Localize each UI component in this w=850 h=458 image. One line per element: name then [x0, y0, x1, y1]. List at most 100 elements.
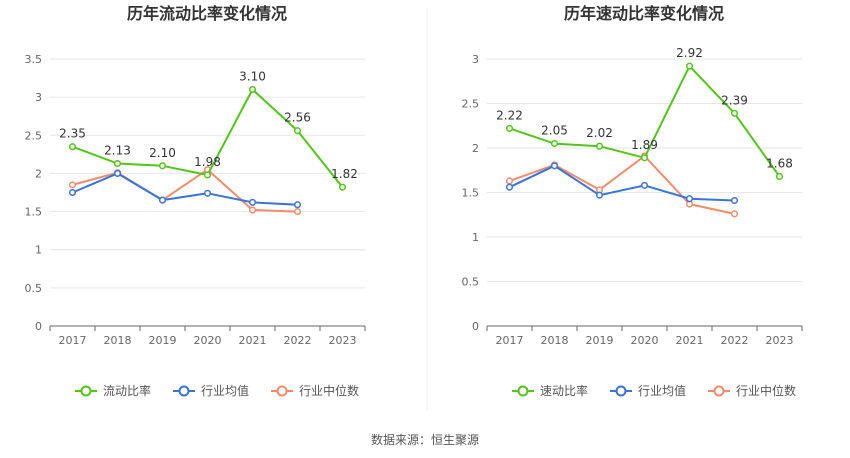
x-tick-label: 2023	[329, 334, 357, 347]
data-label: 2.39	[721, 93, 748, 107]
data-point	[113, 159, 122, 168]
y-tick-label: 2.5	[25, 129, 43, 142]
legend-item: 行业中位数	[271, 383, 359, 398]
data-point	[293, 201, 302, 209]
series-line-industry_median	[509, 155, 735, 215]
data-point	[158, 196, 167, 204]
data-label: 3.10	[239, 70, 266, 84]
data-point	[640, 154, 649, 162]
data-label: 2.92	[676, 46, 703, 60]
data-point	[775, 172, 784, 181]
legend-marker	[615, 385, 627, 397]
x-tick-label: 2021	[676, 334, 704, 347]
data-point	[685, 195, 694, 203]
data-point	[550, 162, 559, 170]
y-tick-label: 2	[35, 167, 42, 180]
data-label: 2.10	[149, 146, 176, 160]
data-point	[248, 85, 257, 94]
x-tick-label: 2022	[284, 334, 312, 347]
x-tick-label: 2020	[631, 334, 659, 347]
legend-label: 行业中位数	[736, 383, 796, 398]
y-tick-label: 0.5	[462, 276, 480, 289]
series-line-industry_median	[72, 168, 298, 213]
chart-1: 历年流动比率变化情况 0 0.5 1 1.5 2 2.5 3 3.5 2017 2018 2019 20…	[25, 4, 366, 398]
x-tick-label: 2022	[721, 334, 749, 347]
chart-title: 历年速动比率变化情况	[564, 4, 724, 23]
data-label: 2.05	[541, 124, 568, 138]
y-tick-label: 0.5	[25, 282, 43, 295]
data-point	[730, 109, 739, 117]
data-point	[203, 189, 212, 197]
data-point	[68, 181, 77, 189]
y-tick-label: 1	[472, 231, 479, 244]
x-tick-label: 2023	[766, 334, 794, 347]
data-point	[505, 183, 514, 191]
data-point	[248, 206, 257, 214]
y-tick-label: 2.5	[462, 98, 480, 111]
legend-marker	[713, 385, 725, 397]
data-point	[685, 62, 694, 70]
data-point	[730, 196, 739, 205]
legend-label: 行业中位数	[299, 383, 359, 398]
data-point	[68, 188, 77, 197]
y-tick-label: 3	[472, 53, 479, 66]
y-tick-label: 0	[35, 320, 42, 333]
y-tick-label: 2	[472, 142, 479, 155]
data-point	[505, 124, 514, 132]
x-tick-label: 2017	[59, 334, 87, 347]
y-tick-label: 3	[35, 91, 42, 104]
chart-title: 历年流动比率变化情况	[127, 4, 287, 23]
x-tick-label: 2019	[586, 334, 614, 347]
legend-marker	[80, 385, 92, 397]
data-point	[203, 171, 212, 179]
data-label: 2.02	[586, 126, 613, 140]
y-tick-label: 0	[472, 320, 479, 333]
legend-label: 速动比率	[540, 383, 588, 398]
data-point	[730, 210, 739, 218]
y-tick-label: 1	[35, 244, 42, 257]
data-point	[595, 142, 604, 150]
x-tick-label: 2021	[239, 334, 267, 347]
chart-2: 历年速动比率变化情况 0 0.5 1 1.5 2 2.5 3 2017 2018 2019 2020 2…	[462, 4, 803, 398]
data-label: 2.22	[496, 108, 523, 122]
legend-marker	[276, 385, 288, 397]
data-label: 1.68	[766, 156, 793, 170]
data-point	[505, 177, 514, 185]
legend-label: 行业均值	[638, 383, 686, 398]
data-point	[158, 162, 167, 170]
data-label: 2.35	[59, 127, 86, 141]
legend-marker	[178, 385, 190, 397]
source-note: 数据来源：恒生聚源	[371, 432, 479, 447]
legend-label: 行业均值	[201, 383, 249, 398]
y-tick-label: 1.5	[25, 206, 43, 219]
series-line-industry_avg	[72, 172, 298, 206]
data-point	[68, 143, 77, 151]
legend-label: 流动比率	[103, 383, 151, 398]
data-point	[248, 198, 257, 206]
x-tick-label: 2017	[496, 334, 524, 347]
legend-marker	[517, 385, 529, 397]
data-point	[595, 191, 604, 199]
data-point	[640, 181, 649, 189]
legend-item: 速动比率	[512, 383, 588, 398]
data-point	[338, 183, 347, 191]
data-point	[550, 140, 559, 148]
legend-item: 行业均值	[173, 383, 249, 398]
data-label: 1.98	[194, 155, 221, 169]
legend-item: 行业中位数	[708, 383, 796, 398]
data-point	[113, 169, 122, 177]
x-tick-label: 2018	[104, 334, 132, 347]
x-tick-label: 2019	[149, 334, 177, 347]
series-line-industry_avg	[509, 164, 735, 202]
legend-item: 行业均值	[610, 383, 686, 398]
data-point	[293, 127, 302, 135]
data-label: 2.56	[284, 111, 311, 125]
y-tick-label: 3.5	[25, 53, 43, 66]
data-label: 1.89	[631, 138, 658, 152]
data-point	[293, 208, 302, 216]
data-label: 2.13	[104, 144, 131, 158]
y-tick-label: 1.5	[462, 187, 480, 200]
legend-item: 流动比率	[75, 383, 151, 398]
